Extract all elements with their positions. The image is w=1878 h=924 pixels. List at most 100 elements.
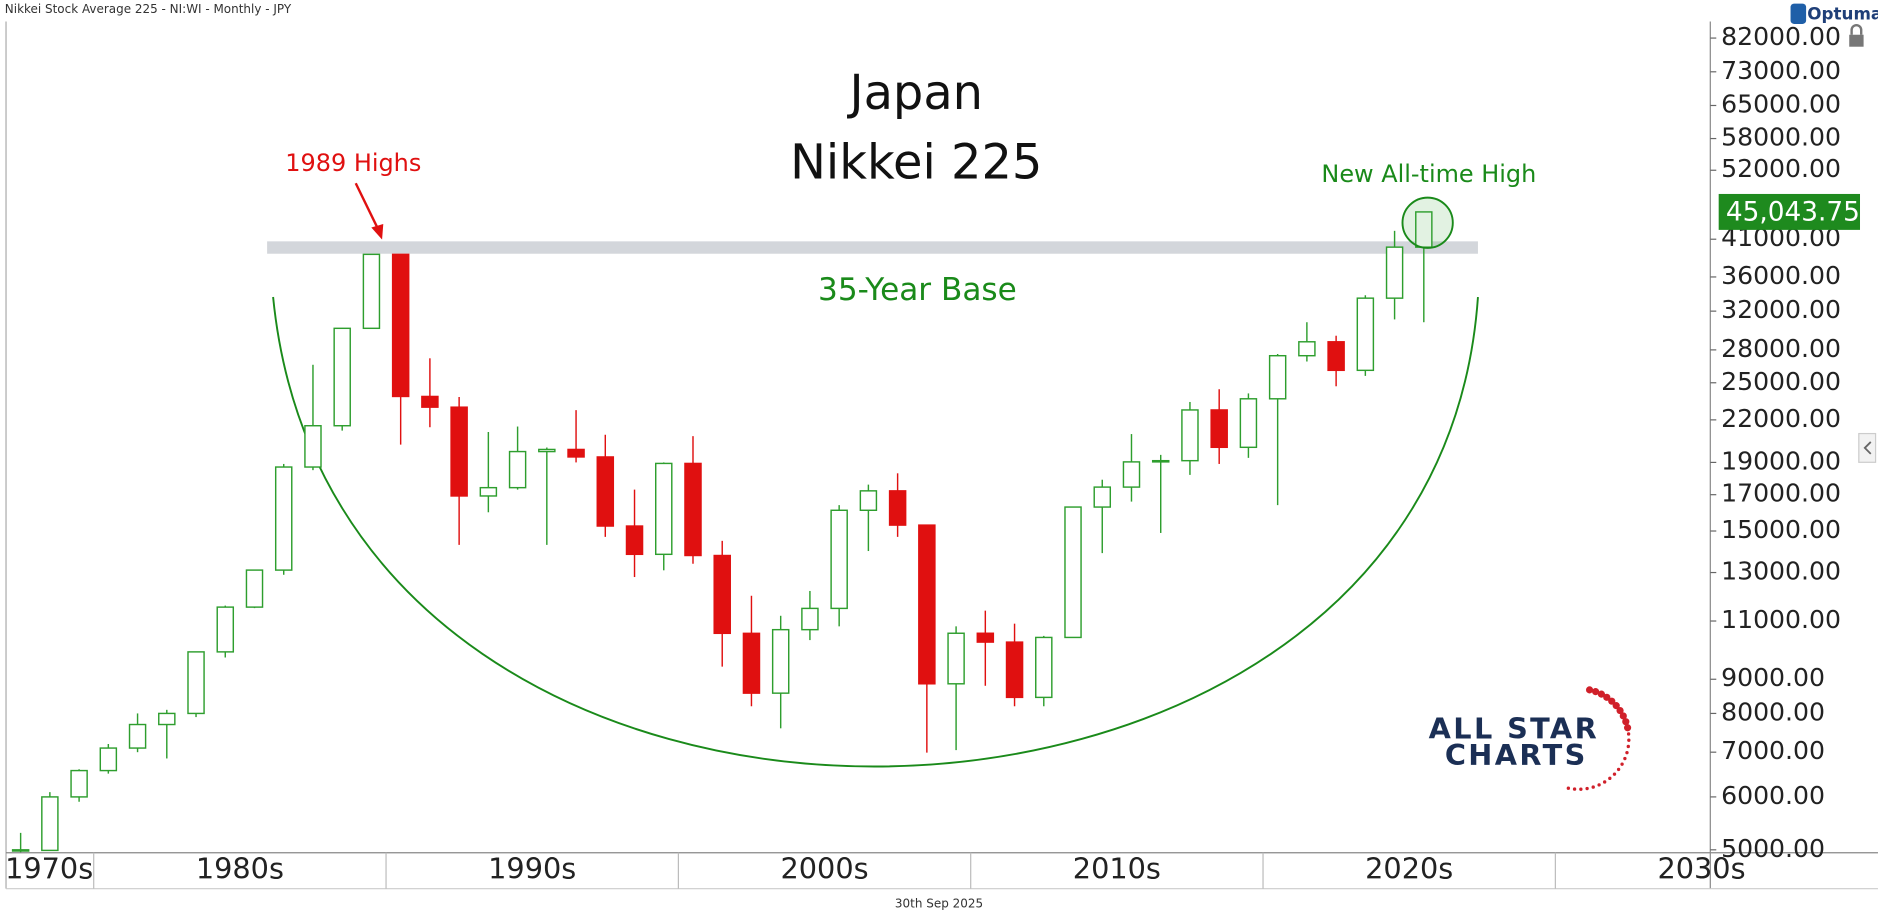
annotation: 1989 Highs xyxy=(285,149,421,177)
candle-body xyxy=(859,490,878,511)
candle-body xyxy=(713,554,731,635)
logo-icon xyxy=(1790,3,1807,24)
annotation: 35-Year Base xyxy=(818,272,1017,308)
candle-body xyxy=(947,632,965,685)
cup-arc xyxy=(272,296,1479,768)
star xyxy=(1612,702,1620,710)
candle-body xyxy=(479,486,498,497)
star xyxy=(1627,738,1631,742)
watermark: CHARTS xyxy=(1445,738,1588,772)
star xyxy=(1623,724,1632,732)
x-tick-label: 2030s xyxy=(1657,852,1745,886)
star xyxy=(1608,697,1616,705)
annotation-arrowhead xyxy=(371,223,384,240)
candle-body xyxy=(1239,398,1258,449)
y-tick-label: 73000.00 xyxy=(1721,56,1841,85)
lock-shackle xyxy=(1850,24,1863,35)
star xyxy=(1626,732,1631,736)
candle-body xyxy=(11,849,30,852)
chart-title: Japan xyxy=(846,66,983,121)
y-tick-label: 19000.00 xyxy=(1721,446,1841,475)
star xyxy=(1622,718,1630,726)
candle-body xyxy=(216,606,235,653)
star xyxy=(1602,780,1607,784)
candle-body xyxy=(684,462,702,557)
candle-body xyxy=(1093,486,1112,508)
y-tick-label: 28000.00 xyxy=(1721,334,1841,363)
watermark: ALL STAR xyxy=(1429,712,1599,746)
candle-body xyxy=(70,769,88,798)
annotation: New All-time High xyxy=(1321,160,1536,188)
candle-body xyxy=(1298,341,1316,357)
x-tick-label: 2010s xyxy=(1073,852,1161,886)
candle-body xyxy=(421,395,439,408)
candle-body xyxy=(1356,297,1375,372)
last-price-label: 45,043.75 xyxy=(1726,198,1860,228)
candle-body xyxy=(245,569,264,608)
x-tick-label: 2020s xyxy=(1365,852,1453,886)
candle-body xyxy=(1064,506,1082,639)
candle-body xyxy=(1385,246,1404,299)
watermark-stars xyxy=(1566,686,1632,791)
plot-area xyxy=(11,211,1479,853)
candle-body xyxy=(508,450,527,489)
candle-body xyxy=(333,327,351,427)
candle-body xyxy=(99,747,118,772)
y-tick-label: 5000.00 xyxy=(1721,834,1825,863)
star xyxy=(1603,693,1611,701)
star xyxy=(1620,762,1624,766)
candle-body xyxy=(1122,461,1141,488)
candle-body xyxy=(655,462,673,556)
y-tick-label: 25000.00 xyxy=(1721,367,1841,396)
candle-body xyxy=(1181,409,1199,462)
candle-body xyxy=(596,456,615,527)
y-tick-label: 11000.00 xyxy=(1721,605,1841,634)
x-tick-label: 1990s xyxy=(488,852,576,886)
candle-body xyxy=(274,466,293,571)
side-toggle-arrow xyxy=(1863,441,1872,455)
last-price-box xyxy=(1718,193,1861,230)
side-toggle[interactable] xyxy=(1858,432,1877,463)
star xyxy=(1566,786,1571,790)
x-tick-label: 1980s xyxy=(196,852,284,886)
star xyxy=(1572,787,1577,791)
candle-body xyxy=(362,253,381,330)
x-tick-label: 1970s xyxy=(5,852,93,886)
candle-body xyxy=(771,628,790,694)
y-tick-label: 58000.00 xyxy=(1721,123,1841,152)
candle-body xyxy=(625,525,644,556)
y-tick-label: 82000.00 xyxy=(1721,22,1841,51)
star xyxy=(1625,750,1629,755)
star xyxy=(1619,712,1627,720)
star xyxy=(1597,690,1605,698)
candle-body xyxy=(1005,641,1024,699)
star xyxy=(1591,785,1595,789)
star xyxy=(1585,786,1589,791)
y-tick-label: 6000.00 xyxy=(1721,781,1825,810)
y-tick-label: 13000.00 xyxy=(1721,557,1841,586)
star xyxy=(1585,686,1594,694)
y-tick-label: 8000.00 xyxy=(1721,697,1825,726)
candle-body xyxy=(41,796,59,852)
y-tick-label: 9000.00 xyxy=(1721,663,1825,692)
star xyxy=(1616,706,1624,715)
candle-body xyxy=(976,632,995,643)
y-tick-label: 36000.00 xyxy=(1721,261,1841,290)
lock-icon[interactable] xyxy=(1849,34,1864,47)
star xyxy=(1626,744,1630,749)
candle-body xyxy=(304,425,322,468)
candle-body xyxy=(830,509,848,610)
star xyxy=(1616,767,1621,772)
candle-body xyxy=(128,723,147,749)
star xyxy=(1597,783,1601,787)
star xyxy=(1612,772,1617,776)
star xyxy=(1579,787,1583,791)
annotation-arrow xyxy=(354,182,380,231)
y-tick-label: 17000.00 xyxy=(1721,479,1841,508)
candle-body xyxy=(801,607,819,631)
candle-body xyxy=(888,490,907,526)
candle-body xyxy=(391,253,410,398)
candle-body xyxy=(1035,636,1053,699)
y-tick-label: 65000.00 xyxy=(1721,89,1841,118)
